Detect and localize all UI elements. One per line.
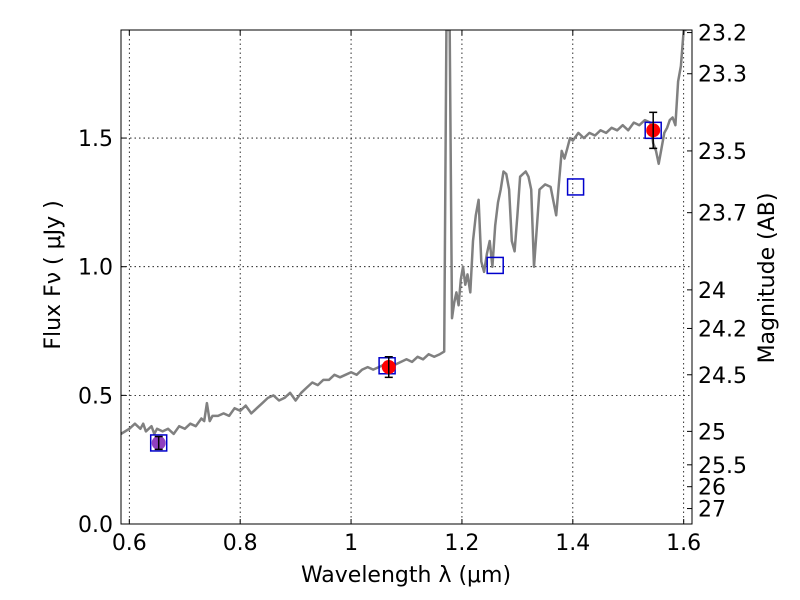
x-tick-label: 1.4 bbox=[555, 531, 590, 556]
x-tick-label: 0.8 bbox=[223, 531, 258, 556]
plot-frame bbox=[120, 29, 693, 525]
x-ticks: 0.6 0.8 1 1.2 1.4 1.6 bbox=[112, 30, 701, 556]
x-tick-label: 1 bbox=[344, 531, 358, 556]
mag-tick-label: 24.5 bbox=[698, 364, 747, 389]
sed-line bbox=[121, 30, 687, 436]
y-tick-label: 1.0 bbox=[78, 256, 113, 281]
mag-tick-label: 23.7 bbox=[698, 202, 747, 227]
model-point-square bbox=[486, 256, 504, 275]
y-axis-label: Flux Fν ( μJy ) bbox=[41, 200, 66, 349]
y-tick-label: 0.0 bbox=[78, 513, 113, 538]
model-point-square bbox=[566, 178, 585, 196]
mag-tick-label: 25 bbox=[698, 420, 726, 445]
mag-tick-label: 24.2 bbox=[698, 317, 747, 342]
model-points bbox=[149, 121, 662, 452]
x-axis-label: Wavelength λ (μm) bbox=[301, 563, 511, 588]
mag-tick-label: 24 bbox=[698, 279, 726, 304]
mag-tick-label: 23.3 bbox=[698, 63, 747, 88]
y-tick-label: 1.5 bbox=[78, 127, 113, 152]
mag-tick-label: 27 bbox=[698, 498, 726, 523]
model-point-square bbox=[149, 434, 168, 452]
grid bbox=[121, 30, 692, 524]
x-tick-label: 1.6 bbox=[666, 531, 701, 556]
mag-tick-label: 23.5 bbox=[698, 140, 747, 165]
mag-tick-label: 25.5 bbox=[698, 454, 747, 479]
observed-points bbox=[151, 111, 661, 451]
x-tick-label: 0.6 bbox=[112, 531, 147, 556]
y-ticks: 0.0 0.5 1.0 1.5 bbox=[78, 127, 126, 538]
y-axis-right-label: Magnitude (AB) bbox=[755, 193, 780, 364]
sed-line-group bbox=[121, 30, 687, 436]
x-tick-label: 1.2 bbox=[444, 531, 479, 556]
y-tick-label: 0.5 bbox=[78, 384, 113, 409]
mag-tick-label: 26 bbox=[698, 476, 726, 501]
mag-tick-label: 23.2 bbox=[698, 22, 747, 47]
